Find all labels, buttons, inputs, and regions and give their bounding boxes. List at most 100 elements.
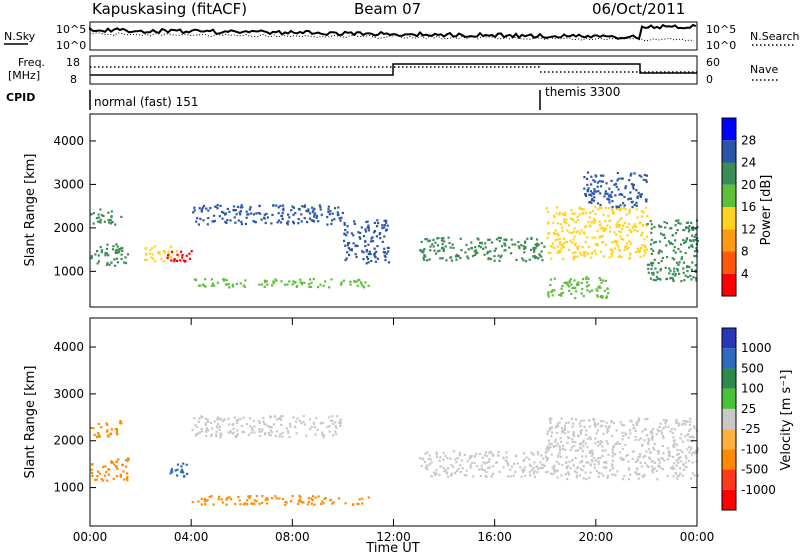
data-cell (110, 261, 113, 264)
data-cell (521, 468, 524, 471)
data-cell (587, 187, 590, 190)
data-cell (588, 216, 591, 219)
colorbar-swatch (722, 162, 736, 185)
data-cell (376, 257, 379, 260)
data-cell (676, 269, 679, 272)
data-cell (493, 259, 496, 262)
data-cell (619, 231, 622, 234)
data-cell (691, 234, 694, 237)
data-cell (193, 278, 197, 281)
data-cell (660, 429, 663, 432)
data-cell (387, 250, 390, 253)
data-cell (312, 278, 315, 281)
data-cell (684, 465, 687, 469)
data-cell (119, 421, 122, 424)
data-cell (645, 200, 648, 203)
noise-strip-frame (89, 21, 698, 51)
data-cell (694, 227, 698, 230)
data-cell (385, 221, 388, 224)
data-cell (576, 255, 579, 258)
data-cell (205, 430, 208, 433)
data-cell (308, 283, 311, 286)
data-cell (621, 447, 624, 450)
data-cell (361, 284, 365, 288)
data-cell (601, 295, 604, 298)
data-cell (590, 198, 593, 202)
data-cell (326, 215, 329, 219)
data-cell (236, 433, 239, 436)
data-cell (218, 215, 221, 218)
data-cell (586, 236, 589, 239)
data-cell (571, 241, 574, 244)
data-cell (90, 255, 93, 258)
data-cell (280, 415, 283, 418)
data-cell (548, 232, 551, 235)
data-cell (108, 468, 111, 471)
data-cell (564, 428, 567, 431)
data-cell (647, 271, 650, 274)
data-cell (693, 427, 696, 430)
data-cell (368, 250, 371, 253)
data-cell (346, 231, 349, 234)
data-cell (550, 453, 553, 456)
data-cell (505, 456, 508, 459)
data-cell (238, 499, 241, 502)
data-cell (665, 277, 669, 280)
data-cell (208, 495, 211, 499)
data-cell (692, 436, 695, 439)
data-cell (551, 294, 554, 297)
data-cell (566, 441, 569, 444)
data-cell (428, 463, 432, 466)
data-cell (637, 438, 640, 441)
data-cell (492, 465, 495, 468)
cpid-mode2: themis 3300 (545, 85, 620, 99)
data-cell (435, 451, 438, 454)
data-cell (295, 285, 298, 288)
data-cell (592, 199, 596, 202)
data-cell (169, 245, 172, 248)
data-cell (440, 239, 444, 242)
data-cell (639, 221, 642, 224)
data-cell (163, 251, 166, 254)
data-cell (379, 237, 382, 240)
data-cell (158, 252, 161, 255)
data-cell (115, 249, 118, 252)
data-cell (686, 448, 689, 451)
data-cell (636, 216, 639, 219)
data-cell (570, 446, 573, 449)
data-cell (203, 497, 206, 500)
data-cell (574, 418, 578, 421)
data-cell (690, 268, 693, 271)
data-cell (550, 426, 553, 429)
data-cell (648, 456, 651, 459)
data-cell (533, 250, 536, 253)
data-cell (694, 233, 697, 236)
data-cell (600, 472, 603, 475)
data-cell (331, 419, 334, 422)
data-cell (666, 458, 670, 461)
data-cell (604, 449, 607, 452)
data-cell (594, 212, 597, 216)
data-cell (673, 267, 676, 270)
data-cell (600, 281, 603, 284)
data-cell (300, 220, 303, 223)
data-cell (682, 239, 685, 242)
data-cell (234, 209, 237, 212)
data-cell (209, 421, 213, 425)
nave-tick-lo: 0 (706, 73, 713, 86)
data-cell (657, 452, 660, 455)
data-cell (313, 503, 316, 506)
data-cell (642, 178, 645, 181)
data-cell (124, 262, 128, 265)
data-cell (447, 236, 450, 239)
data-cell (611, 210, 614, 213)
data-cell (677, 263, 680, 266)
data-cell (623, 195, 626, 199)
data-cell (598, 224, 601, 227)
data-cell (488, 458, 491, 461)
data-cell (491, 241, 494, 244)
data-cell (657, 261, 660, 265)
data-cell (620, 217, 623, 220)
